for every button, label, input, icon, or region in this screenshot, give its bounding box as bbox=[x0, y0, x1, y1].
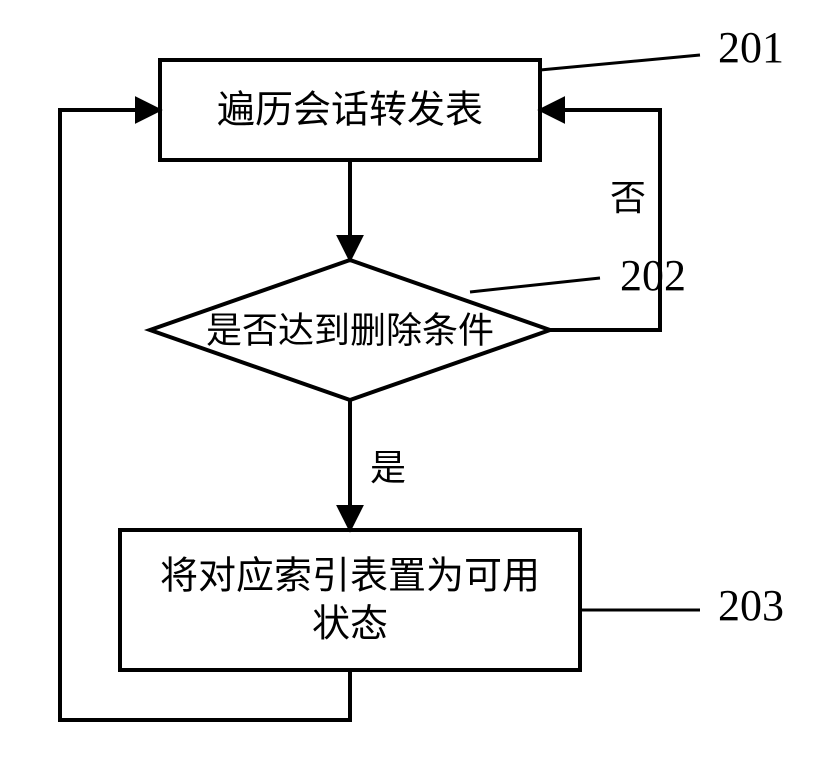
node-201-callout-line bbox=[540, 55, 700, 70]
edge-202-no-label: 否 bbox=[610, 178, 646, 218]
edge-203-to-201 bbox=[60, 110, 350, 720]
node-203-text-line1: 将对应索引表置为可用 bbox=[160, 556, 540, 598]
node-203-text-line2: 状态 bbox=[312, 604, 388, 646]
node-203-rect bbox=[120, 530, 580, 670]
node-202-text: 是否达到删除条件 bbox=[206, 310, 494, 350]
node-202-label: 202 bbox=[620, 251, 686, 300]
edge-202-yes-label: 是 bbox=[370, 448, 406, 488]
node-201-label: 201 bbox=[718, 23, 784, 72]
node-203-label: 203 bbox=[718, 581, 784, 630]
node-201-text: 遍历会话转发表 bbox=[217, 90, 483, 132]
node-202-callout-line bbox=[470, 278, 600, 292]
